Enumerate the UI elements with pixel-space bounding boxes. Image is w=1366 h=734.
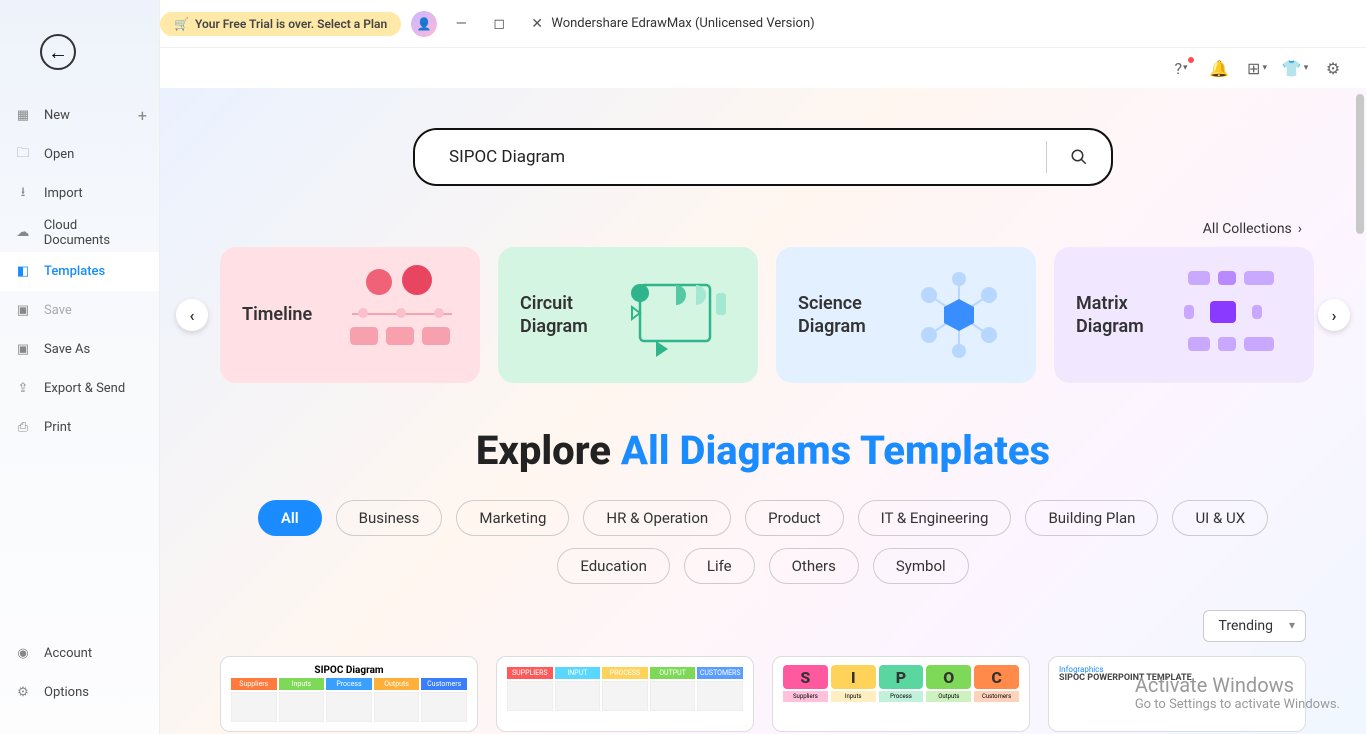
category-card-matrix-diagram[interactable]: Matrix Diagram <box>1054 247 1314 383</box>
sidebar-item-label: Import <box>44 186 83 201</box>
template-card[interactable]: SIPOC DiagramSuppliersInputsProcessOutpu… <box>220 656 478 732</box>
filter-chip-business[interactable]: Business <box>336 500 443 536</box>
explore-heading: Explore All Diagrams Templates <box>220 427 1306 474</box>
sidebar-item-open[interactable]: 🗀 Open <box>0 135 159 174</box>
filter-chips: All Business Marketing HR & Operation Produc… <box>220 500 1306 584</box>
folder-icon: 🗀 <box>14 146 32 164</box>
bell-icon[interactable]: 🔔 <box>1208 57 1230 79</box>
filter-chip-it-engineering[interactable]: IT & Engineering <box>858 500 1012 536</box>
category-title: Science Diagram <box>798 292 892 339</box>
sidebar-item-import[interactable]: ⭳ Import <box>0 174 159 213</box>
trial-banner[interactable]: 🛒 Your Free Trial is over. Select a Plan <box>160 12 401 36</box>
filter-chip-life[interactable]: Life <box>684 548 755 584</box>
filter-chip-all[interactable]: All <box>258 500 322 536</box>
print-icon: ⎙ <box>14 419 32 437</box>
help-icon[interactable]: ?▾ <box>1170 57 1192 79</box>
account-icon: ◉ <box>14 645 32 663</box>
titlebar: Wondershare EdrawMax (Unlicensed Version… <box>0 0 1366 48</box>
carousel-next-button[interactable]: › <box>1318 299 1350 331</box>
template-card[interactable]: InfographicsSIPOC POWERPOINT TEMPLATE <box>1048 656 1306 732</box>
close-button[interactable]: ✕ <box>523 10 551 38</box>
filter-chip-education[interactable]: Education <box>557 548 670 584</box>
search-input[interactable] <box>415 130 1046 184</box>
app-title: Wondershare EdrawMax (Unlicensed Version… <box>551 16 814 31</box>
main-content: All Collections › ‹ › Timeline <box>160 88 1366 734</box>
import-icon: ⭳ <box>14 185 32 203</box>
sidebar-item-cloud-documents[interactable]: ☁ Cloud Documents <box>0 213 159 252</box>
all-collections-label: All Collections <box>1203 221 1292 237</box>
search-button[interactable] <box>1047 130 1111 184</box>
plus-square-icon: ▦ <box>14 107 32 125</box>
export-icon: ⇪ <box>14 380 32 398</box>
filter-chip-hr-operation[interactable]: HR & Operation <box>583 500 731 536</box>
category-card-science-diagram[interactable]: Science Diagram <box>776 247 1036 383</box>
category-title: Matrix Diagram <box>1076 292 1170 339</box>
sidebar-item-label: Cloud Documents <box>44 218 145 248</box>
sidebar-item-label: Print <box>44 420 71 435</box>
sidebar-item-save: ▣ Save <box>0 291 159 330</box>
filter-chip-building-plan[interactable]: Building Plan <box>1025 500 1158 536</box>
theme-icon[interactable]: 👕▾ <box>1284 57 1306 79</box>
category-carousel: Timeline Circuit Diagram <box>220 247 1306 383</box>
chevron-right-icon: › <box>1298 221 1302 237</box>
gear-icon: ⚙ <box>14 684 32 702</box>
maximize-button[interactable]: ◻ <box>485 10 513 38</box>
sidebar-item-label: Templates <box>44 264 105 279</box>
science-art-icon <box>904 265 1014 365</box>
carousel-prev-button[interactable]: ‹ <box>176 299 208 331</box>
filter-chip-symbol[interactable]: Symbol <box>873 548 969 584</box>
sidebar-item-export-send[interactable]: ⇪ Export & Send <box>0 369 159 408</box>
cloud-icon: ☁ <box>14 224 32 242</box>
all-collections-link[interactable]: All Collections › <box>1203 221 1302 237</box>
sidebar-item-label: Options <box>44 685 89 700</box>
category-card-timeline[interactable]: Timeline <box>220 247 480 383</box>
apps-icon[interactable]: ⊞▾ <box>1246 57 1268 79</box>
category-title: Timeline <box>242 303 336 326</box>
sidebar-item-label: New <box>44 108 70 123</box>
back-button[interactable]: ← <box>40 34 76 70</box>
filter-chip-product[interactable]: Product <box>745 500 843 536</box>
templates-icon: ◧ <box>14 263 32 281</box>
explore-prefix: Explore <box>476 427 621 474</box>
sidebar-item-new[interactable]: ▦ New + <box>0 96 159 135</box>
filter-chip-others[interactable]: Others <box>769 548 859 584</box>
sidebar-item-label: Save <box>44 303 72 318</box>
sidebar-item-label: Open <box>44 147 74 162</box>
cart-icon: 🛒 <box>174 17 189 31</box>
explore-highlight: All Diagrams Templates <box>621 427 1050 474</box>
settings-icon[interactable]: ⚙ <box>1322 57 1344 79</box>
filter-chip-ui-ux[interactable]: UI & UX <box>1172 500 1268 536</box>
plus-icon[interactable]: + <box>138 106 147 125</box>
matrix-art-icon <box>1182 265 1292 365</box>
sidebar: ← ▦ New + 🗀 Open ⭳ Import ☁ Cloud Docume… <box>0 0 160 734</box>
sort-dropdown[interactable]: Trending <box>1203 610 1306 642</box>
sort-value: Trending <box>1218 618 1273 634</box>
secondary-toolbar: ?▾ 🔔 ⊞▾ 👕▾ ⚙ <box>0 48 1366 88</box>
sidebar-item-save-as[interactable]: ▣ Save As <box>0 330 159 369</box>
category-title: Circuit Diagram <box>520 292 614 339</box>
save-icon: ▣ <box>14 302 32 320</box>
sidebar-item-label: Export & Send <box>44 381 125 396</box>
circuit-art-icon <box>626 265 736 365</box>
sidebar-item-options[interactable]: ⚙ Options <box>0 673 159 712</box>
template-card[interactable]: SUPPLIERSINPUTPROCESSOUTPUTCUSTOMERS <box>496 656 754 732</box>
saveas-icon: ▣ <box>14 341 32 359</box>
template-card[interactable]: SIPOCSuppliersInputsProcessOutputsCustom… <box>772 656 1030 732</box>
timeline-art-icon <box>348 265 458 365</box>
category-card-circuit-diagram[interactable]: Circuit Diagram <box>498 247 758 383</box>
avatar[interactable]: 👤 <box>411 11 437 37</box>
trial-text: Your Free Trial is over. Select a Plan <box>195 17 387 31</box>
search-box <box>413 128 1113 186</box>
filter-chip-marketing[interactable]: Marketing <box>456 500 569 536</box>
sidebar-item-label: Account <box>44 646 92 661</box>
sidebar-item-print[interactable]: ⎙ Print <box>0 408 159 447</box>
sidebar-item-label: Save As <box>44 342 90 357</box>
sidebar-item-templates[interactable]: ◧ Templates <box>0 252 159 291</box>
template-row: SIPOC DiagramSuppliersInputsProcessOutpu… <box>220 656 1306 732</box>
minimize-button[interactable]: — <box>447 10 475 38</box>
sidebar-item-account[interactable]: ◉ Account <box>0 634 159 673</box>
